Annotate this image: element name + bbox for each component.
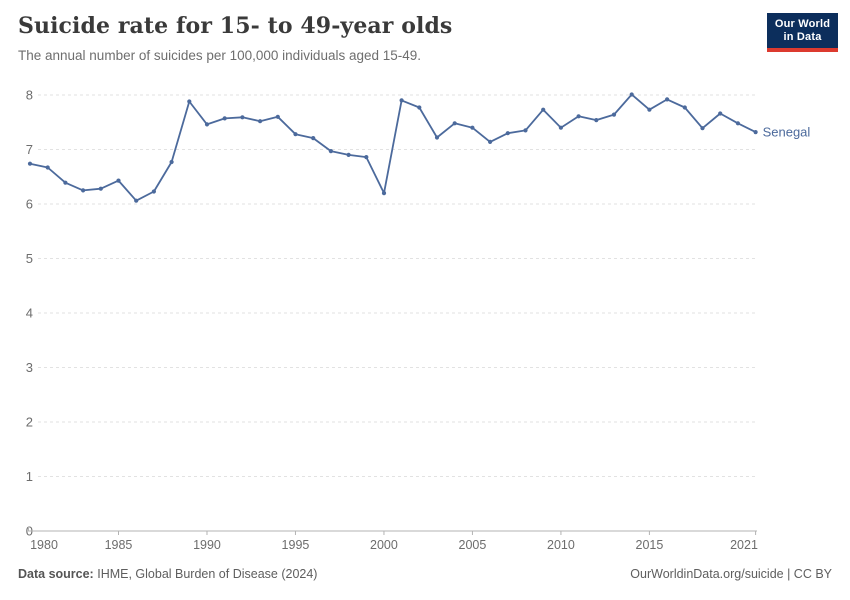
- data-point-senegal-1997: [328, 149, 333, 154]
- data-point-senegal-2006: [488, 139, 493, 144]
- data-point-senegal-1992: [240, 115, 245, 120]
- data-point-senegal-2000: [381, 191, 387, 196]
- x-tick-label-2010: 2010: [547, 538, 575, 552]
- x-tick-label-2021: 2021: [730, 538, 758, 552]
- data-point-senegal-2016: [665, 97, 670, 102]
- data-source-value: IHME, Global Burden of Disease (2024): [97, 567, 318, 581]
- y-tick-label-3: 3: [26, 360, 33, 375]
- y-tick-label-6: 6: [26, 197, 33, 212]
- data-point-senegal-1988: [169, 159, 174, 165]
- data-point-senegal-1994: [275, 114, 280, 119]
- data-point-senegal-1982: [63, 180, 68, 185]
- data-point-senegal-1998: [346, 152, 351, 157]
- data-point-senegal-2013: [611, 112, 617, 117]
- data-point-senegal-1983: [81, 188, 86, 193]
- data-point-senegal-2017: [682, 105, 687, 110]
- logo-text-line1: Our World: [774, 18, 831, 30]
- data-point-senegal-2015: [647, 107, 652, 112]
- data-point-senegal-2004: [452, 121, 457, 126]
- data-point-senegal-1981: [45, 165, 50, 170]
- y-tick-label-1: 1: [26, 469, 33, 484]
- data-point-senegal-1995: [293, 132, 298, 137]
- data-point-senegal-1990: [204, 122, 210, 127]
- series-end-label-senegal: Senegal: [763, 125, 811, 140]
- y-tick-label-8: 8: [26, 88, 33, 103]
- owid-logo[interactable]: Our World in Data: [767, 13, 838, 52]
- x-tick-label-1980: 1980: [30, 538, 58, 552]
- data-point-senegal-2001: [399, 98, 404, 103]
- data-source-label: Data source:: [18, 567, 94, 581]
- plot-area: 0 1 2 3 4 5 6 7 8 1980 1985 1990 1995 2000 2005 2010 201…: [0, 70, 850, 562]
- data-point-senegal-2011: [576, 114, 581, 119]
- data-point-senegal-2007: [505, 131, 510, 136]
- data-point-senegal-1984: [98, 186, 103, 191]
- y-tick-label-7: 7: [26, 142, 33, 157]
- y-tick-label-4: 4: [26, 306, 33, 321]
- data-point-senegal-1986: [134, 198, 139, 203]
- x-tick-label-2005: 2005: [459, 538, 487, 552]
- logo-text-line2: in Data: [783, 31, 822, 43]
- x-tick-label-2015: 2015: [636, 538, 664, 552]
- data-point-senegal-1996: [311, 136, 316, 141]
- data-point-senegal-1989: [187, 99, 192, 104]
- chart-footer: Data source: IHME, Global Burden of Dise…: [18, 567, 832, 581]
- x-tick-label-1990: 1990: [193, 538, 221, 552]
- chart-subtitle: The annual number of suicides per 100,00…: [18, 48, 422, 63]
- data-point-senegal-2005: [470, 125, 475, 130]
- data-point-senegal-1999: [364, 155, 369, 160]
- data-point-senegal-2020: [735, 121, 741, 126]
- data-point-senegal-2018: [700, 126, 705, 131]
- y-tick-label-5: 5: [26, 251, 33, 266]
- data-point-senegal-2003: [434, 135, 440, 140]
- data-point-senegal-2009: [541, 107, 546, 112]
- chart-header: Suicide rate for 15- to 49-year olds The…: [18, 13, 838, 63]
- x-tick-label-2000: 2000: [370, 538, 398, 552]
- x-tick-label-1985: 1985: [105, 538, 133, 552]
- data-source: Data source: IHME, Global Burden of Dise…: [18, 567, 317, 581]
- data-point-senegal-1991: [222, 116, 227, 121]
- data-point-senegal-2021: [753, 130, 758, 135]
- data-point-senegal-1987: [151, 189, 156, 194]
- data-point-senegal-2019: [718, 111, 723, 116]
- data-point-senegal-2008: [523, 128, 528, 133]
- footer-citation-link[interactable]: OurWorldinData.org/suicide | CC BY: [630, 567, 832, 581]
- x-tick-label-1995: 1995: [282, 538, 310, 552]
- data-point-senegal-2014: [629, 92, 634, 97]
- data-line-senegal: [29, 93, 757, 202]
- data-point-senegal-2002: [417, 105, 422, 110]
- y-tick-label-2: 2: [26, 415, 33, 430]
- data-point-senegal-2012: [594, 118, 599, 123]
- data-point-senegal-1980: [27, 161, 33, 166]
- data-point-senegal-2010: [558, 125, 564, 130]
- data-point-senegal-1993: [258, 119, 263, 124]
- data-point-senegal-1985: [116, 178, 121, 183]
- chart-title: Suicide rate for 15- to 49-year olds: [18, 13, 453, 39]
